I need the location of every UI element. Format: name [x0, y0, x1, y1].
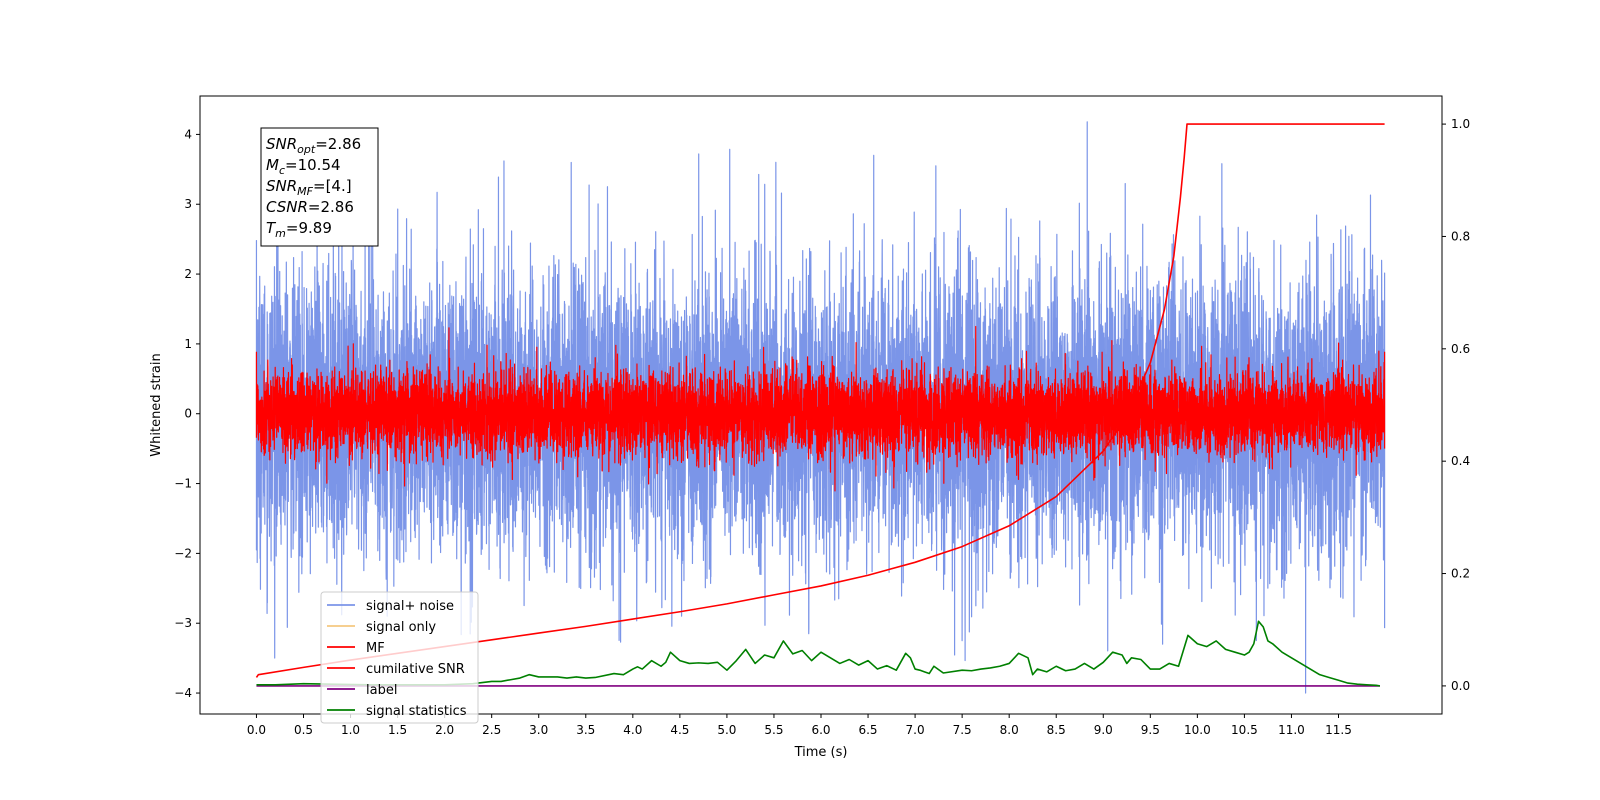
x-tick-label: 8.0 [1000, 723, 1019, 737]
annotation-line: SNRMF=[4.] [266, 177, 352, 198]
x-tick-label: 4.0 [623, 723, 642, 737]
x-tick-label: 0.0 [247, 723, 266, 737]
x-tick-label: 5.5 [764, 723, 783, 737]
x-tick-label: 11.5 [1325, 723, 1352, 737]
x-tick-label: 11.0 [1278, 723, 1305, 737]
y-tick-label: −1 [174, 477, 192, 491]
annotation-frame [260, 127, 379, 247]
y-tick-label: 1 [184, 337, 192, 351]
x-tick-label: 2.0 [435, 723, 454, 737]
series-mf [255, 325, 1386, 492]
y-tick-label: 3 [184, 197, 192, 211]
x-tick-label: 0.5 [294, 723, 313, 737]
x-axis: 0.0 0.5 1.0 1.5 2.0 2.5 3.0 3.5 4.0 4.5 5.0 5.5 6.0 6… [247, 714, 1352, 737]
annotation-line: Tm=9.89 [266, 219, 332, 240]
y2-tick-label: 1.0 [1451, 117, 1470, 131]
y-axis-right: 0.0 0.2 0.4 0.6 0.8 1.0 [1442, 117, 1470, 693]
legend-label: label [366, 683, 397, 698]
series-signal-statistics [256, 620, 1381, 687]
x-tick-label: 1.5 [388, 723, 407, 737]
y-tick-label: 2 [184, 267, 192, 281]
legend: signal+ noise signal only MF cumilative SNR… [320, 591, 479, 724]
annotation-line: CSNR=2.86 [266, 198, 354, 216]
y2-tick-label: 0.0 [1451, 679, 1470, 693]
x-tick-label: 6.5 [858, 723, 877, 737]
y-tick-label: −4 [174, 686, 192, 700]
annotation-line: Mc=10.54 [266, 156, 341, 177]
y-axis-left: −4 −3 −2 −1 0 1 2 3 4 [174, 127, 200, 700]
y-tick-label: −3 [174, 616, 192, 630]
legend-frame [320, 591, 479, 724]
x-tick-label: 8.5 [1047, 723, 1066, 737]
y-axis-label: Whitened strain [149, 353, 164, 456]
x-tick-label: 3.0 [529, 723, 548, 737]
legend-label: cumilative SNR [366, 662, 465, 677]
x-tick-label: 1.0 [341, 723, 360, 737]
x-axis-label: Time (s) [794, 745, 848, 760]
legend-label: MF [366, 641, 385, 656]
y2-tick-label: 0.4 [1451, 454, 1470, 468]
annotation-line: SNRopt=2.86 [266, 135, 361, 156]
y-tick-label: 0 [184, 407, 192, 421]
x-tick-label: 3.5 [576, 723, 595, 737]
y2-tick-label: 0.6 [1451, 342, 1470, 356]
legend-label: signal only [366, 620, 436, 635]
y2-tick-label: 0.8 [1451, 229, 1470, 243]
y-tick-label: 4 [184, 127, 192, 141]
x-tick-label: 10.0 [1184, 723, 1211, 737]
x-tick-label: 10.5 [1231, 723, 1258, 737]
y2-tick-label: 0.2 [1451, 567, 1470, 581]
x-tick-label: 9.0 [1094, 723, 1113, 737]
x-tick-label: 4.5 [670, 723, 689, 737]
x-tick-label: 2.5 [482, 723, 501, 737]
x-tick-label: 7.5 [953, 723, 972, 737]
y-tick-label: −2 [174, 546, 192, 560]
x-tick-label: 6.0 [811, 723, 830, 737]
legend-label: signal statistics [366, 704, 467, 719]
legend-label: signal+ noise [366, 599, 454, 614]
x-tick-label: 9.5 [1141, 723, 1160, 737]
series-signal-noise [255, 121, 1386, 694]
x-tick-label: 5.0 [717, 723, 736, 737]
x-tick-label: 7.0 [906, 723, 925, 737]
